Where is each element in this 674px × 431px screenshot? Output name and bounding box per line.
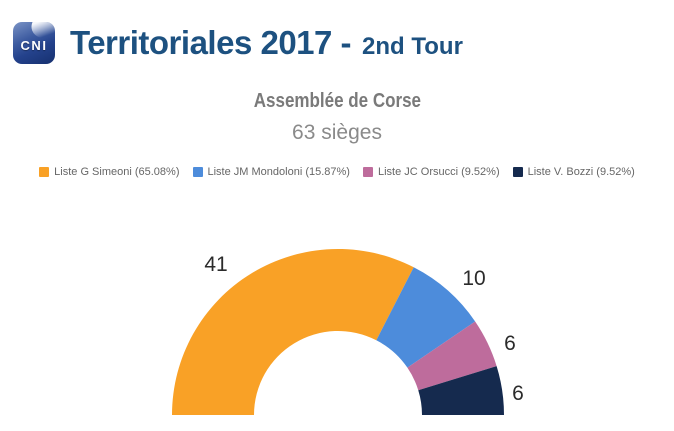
segment-value-label: 41 bbox=[204, 253, 227, 276]
legend-item-mondoloni[interactable]: Liste JM Mondoloni (15.87%) bbox=[192, 166, 350, 178]
seats-half-donut-chart: 41 10 6 6 bbox=[172, 249, 524, 415]
legend-label: Liste JM Mondoloni (15.87%) bbox=[207, 166, 350, 178]
chart-legend: Liste G Simeoni (65.08%) Liste JM Mondol… bbox=[0, 166, 674, 178]
segment-value-label: 6 bbox=[504, 332, 516, 355]
chart-title-row: Assemblée de Corse bbox=[0, 90, 674, 113]
chart-title: Assemblée de Corse bbox=[253, 90, 421, 112]
legend-item-simeoni[interactable]: Liste G Simeoni (65.08%) bbox=[39, 166, 180, 178]
cni-logo-icon: CNI bbox=[13, 22, 55, 64]
legend-swatch bbox=[362, 167, 373, 177]
legend-swatch bbox=[192, 167, 203, 177]
chart-subtitle-seats: 63 sièges bbox=[292, 121, 382, 144]
legend-item-bozzi[interactable]: Liste V. Bozzi (9.52%) bbox=[512, 166, 635, 178]
donut-segment-0[interactable] bbox=[172, 249, 414, 415]
page-title: Territoriales 2017 - 2nd Tour bbox=[70, 21, 463, 64]
segment-value-label: 10 bbox=[462, 267, 485, 290]
page-title-suffix: 2nd Tour bbox=[362, 33, 463, 60]
page-title-main: Territoriales 2017 - bbox=[70, 24, 352, 61]
legend-item-orsucci[interactable]: Liste JC Orsucci (9.52%) bbox=[362, 166, 500, 178]
donut-segment-1[interactable] bbox=[376, 267, 476, 368]
segment-value-label: 6 bbox=[512, 382, 524, 405]
donut-segment-3[interactable] bbox=[418, 366, 504, 415]
logo-text: CNI bbox=[20, 37, 48, 53]
legend-swatch bbox=[512, 167, 523, 177]
donut-segment-2[interactable] bbox=[407, 321, 497, 391]
legend-label: Liste JC Orsucci (9.52%) bbox=[377, 166, 500, 178]
legend-label: Liste G Simeoni (65.08%) bbox=[54, 166, 180, 178]
legend-swatch bbox=[39, 167, 50, 177]
legend-label: Liste V. Bozzi (9.52%) bbox=[527, 166, 635, 178]
